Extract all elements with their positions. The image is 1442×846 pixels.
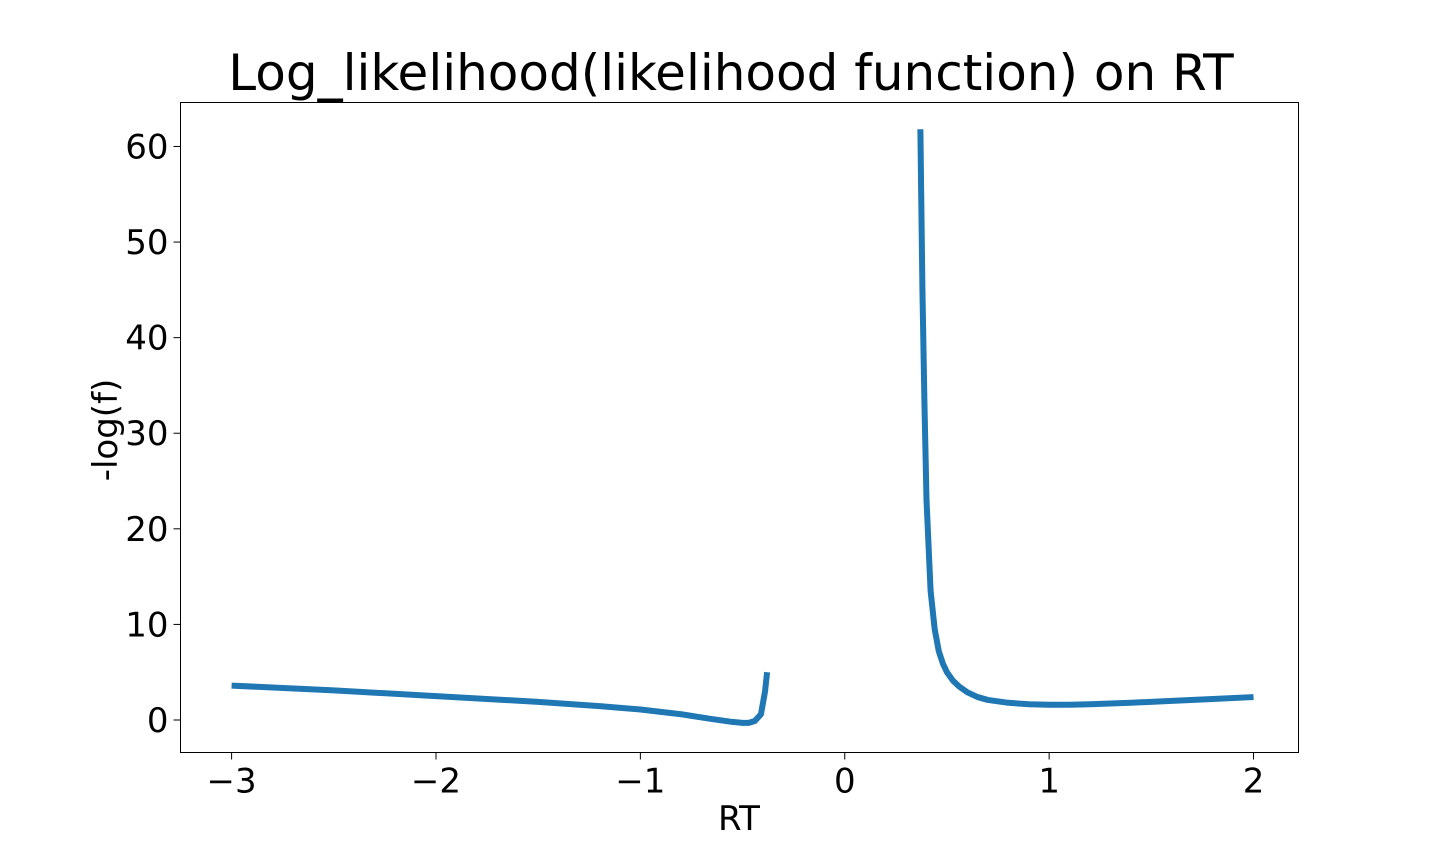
x-axis: −3 −2 −1 0 1 2: [207, 752, 1265, 802]
plot-area: [180, 102, 1299, 753]
y-axis-label: -log(f): [86, 379, 126, 482]
y-tick-label: 0: [147, 701, 169, 741]
y-tick-label: 10: [125, 605, 168, 645]
x-tick-label: 1: [1038, 762, 1060, 802]
series-0-segment-0: [231, 671, 771, 726]
x-tick-label: −3: [207, 762, 257, 802]
y-tick-label: 60: [125, 127, 168, 167]
series-layer: [231, 129, 1254, 726]
chart-title: Log_likelihood(likelihood function) on R…: [228, 44, 1234, 102]
x-tick-label: 0: [834, 762, 856, 802]
y-tick-label: 50: [125, 223, 168, 263]
x-tick-label: −1: [615, 762, 665, 802]
x-tick-label: 2: [1243, 762, 1265, 802]
series-0-segment-1: [917, 129, 1254, 708]
y-tick-label: 30: [125, 414, 168, 454]
x-tick-label: −2: [411, 762, 461, 802]
y-tick-label: 20: [125, 510, 168, 550]
y-tick-label: 40: [125, 319, 168, 359]
x-axis-label: RT: [718, 799, 760, 839]
y-axis: 0 10 20 30 40 50 60: [125, 127, 181, 741]
